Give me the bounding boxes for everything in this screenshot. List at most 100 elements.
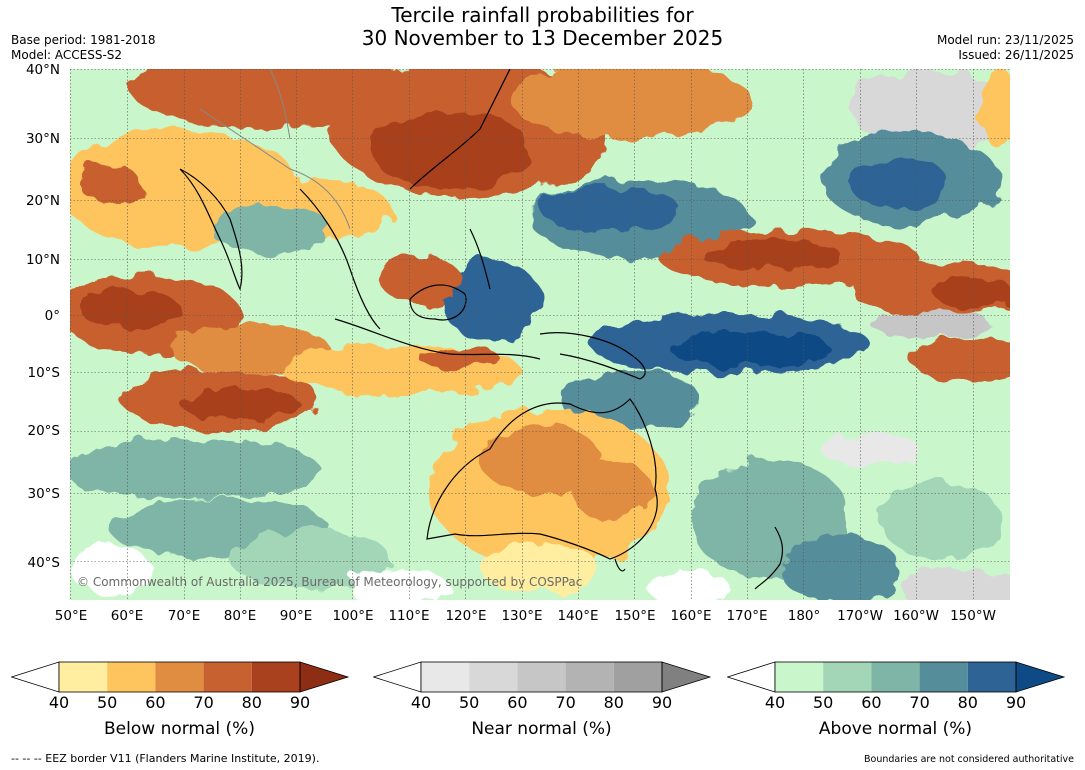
- colorbar-min-extension: [727, 661, 776, 693]
- latitude-label: 20°S: [27, 423, 61, 439]
- tasmania-coast: [614, 558, 626, 572]
- china-coast: [409, 69, 511, 190]
- longitude-label: 120°E: [445, 608, 487, 624]
- colorbar-above-normal: [727, 661, 1066, 693]
- australia-coast: [426, 398, 658, 560]
- longitude-label: 50°E: [54, 608, 88, 624]
- title-line-2: 30 November to 13 December 2025: [361, 26, 724, 50]
- colorbar-tick-label: 60: [145, 693, 166, 712]
- longitude-label: 170°W: [837, 608, 883, 624]
- colorbar-tick-label: 90: [1005, 693, 1027, 712]
- indonesia-coast: [334, 318, 541, 360]
- longitude-label: 180°: [787, 608, 821, 624]
- colorbar-border: [774, 661, 1017, 693]
- colorbar-title: Below normal (%): [104, 719, 255, 739]
- rainfall-map: © Commonwealth of Australia 2025, Bureau…: [70, 69, 1010, 600]
- colorbar-max-extension: [299, 661, 350, 693]
- colorbar-title: Above normal (%): [818, 719, 973, 739]
- philippines-coast: [469, 228, 491, 290]
- colorbar-segment: [775, 662, 824, 692]
- gridlines: [70, 69, 1010, 600]
- colorbar-below-normal: [11, 661, 350, 693]
- himalaya-border: [269, 69, 291, 140]
- borneo-coast: [409, 284, 467, 321]
- colorbar-min-extension: [11, 661, 60, 693]
- longitude-label: 110°E: [388, 608, 430, 624]
- colorbar-segment: [251, 662, 300, 692]
- colorbar-title: Near normal (%): [471, 719, 612, 739]
- boundaries-disclaimer: Boundaries are not considered authoritat…: [864, 754, 1074, 765]
- colorbar-segment: [967, 662, 1016, 692]
- colorbar-segment: [871, 662, 920, 692]
- meta-left: Base period: 1981-2018 Model: ACCESS-S2: [11, 33, 156, 63]
- longitude-label: 150°W: [950, 608, 996, 624]
- latitude-label: 10°S: [27, 365, 61, 381]
- longitude-label: 80°E: [223, 608, 257, 624]
- eez-border-note: -- -- -- EEZ border V11 (Flanders Marine…: [11, 752, 320, 765]
- mainland-sea-coast: [299, 188, 381, 330]
- colorbar-tick-label: 70: [555, 693, 576, 712]
- colorbar-segment: [59, 662, 108, 692]
- longitude-label: 150°E: [614, 608, 656, 624]
- longitude-label: 100°E: [332, 608, 374, 624]
- latitude-label: 10°N: [25, 252, 60, 268]
- longitude-label: 170°E: [726, 608, 768, 624]
- colorbar-max-extension: [1015, 661, 1066, 693]
- issued-date: Issued: 26/11/2025: [958, 48, 1074, 62]
- colorbar-tick-label: 60: [861, 693, 882, 712]
- colorbar-segment: [469, 662, 518, 692]
- colorbar-tick-label: 70: [909, 693, 930, 712]
- colorbar-segment: [919, 662, 968, 692]
- colorbar-max-extension: [661, 661, 712, 693]
- colorbar-tick-label: 90: [651, 693, 673, 712]
- colorbar-near-normal: [373, 661, 712, 693]
- colorbar-segment: [155, 662, 204, 692]
- meta-right: Model run: 23/11/2025 Issued: 26/11/2025: [937, 33, 1074, 63]
- colorbar-tick-label: 90: [289, 693, 311, 712]
- colorbar-segment: [823, 662, 872, 692]
- latitude-label: 30°N: [25, 131, 60, 147]
- longitude-label: 60°E: [110, 608, 144, 624]
- latitude-label: 40°S: [27, 555, 61, 571]
- colorbar-tick-label: 50: [459, 693, 480, 712]
- colorbar-min-extension: [373, 661, 422, 693]
- longitude-label: 130°E: [501, 608, 543, 624]
- colorbar-segment: [613, 662, 662, 692]
- colorbar-border: [58, 661, 301, 693]
- colorbar-segment: [421, 662, 470, 692]
- new-guinea-coast: [539, 332, 646, 380]
- colorbar-segment: [107, 662, 156, 692]
- colorbar-tick-label: 70: [193, 693, 214, 712]
- colorbar-border: [420, 661, 663, 693]
- country-borders: [199, 69, 351, 230]
- colorbar-segment: [203, 662, 252, 692]
- longitude-label: 90°E: [279, 608, 313, 624]
- longitude-label: 160°E: [670, 608, 712, 624]
- colorbar-tick-label: 40: [48, 693, 70, 712]
- colorbar-tick-label: 80: [603, 693, 624, 712]
- colorbar-tick-label: 80: [241, 693, 262, 712]
- colorbar-tick-label: 40: [764, 693, 786, 712]
- colorbar-tick-label: 50: [97, 693, 118, 712]
- new-zealand-coast: [754, 526, 784, 590]
- base-period: Base period: 1981-2018: [11, 33, 156, 47]
- latitude-label: 40°N: [25, 62, 60, 78]
- copyright-notice: © Commonwealth of Australia 2025, Bureau…: [77, 575, 582, 589]
- india-coast: [179, 168, 243, 291]
- colorbar-tick-label: 50: [813, 693, 834, 712]
- longitude-label: 70°E: [167, 608, 201, 624]
- coastlines: [179, 69, 784, 590]
- longitude-label: 160°W: [893, 608, 939, 624]
- model-run: Model run: 23/11/2025: [936, 33, 1074, 47]
- latitude-label: 20°N: [25, 193, 60, 209]
- longitude-label: 140°E: [557, 608, 599, 624]
- latitude-label: 0°: [44, 308, 60, 324]
- map-title: Tercile rainfall probabilities for 30 No…: [0, 4, 1085, 50]
- colorbar-segment: [517, 662, 566, 692]
- asia-border: [199, 108, 351, 230]
- colorbar-tick-label: 60: [507, 693, 528, 712]
- colorbar-tick-label: 40: [410, 693, 432, 712]
- latitude-label: 30°S: [27, 486, 61, 502]
- model-name: Model: ACCESS-S2: [11, 48, 123, 62]
- title-line-1: Tercile rainfall probabilities for: [391, 3, 694, 27]
